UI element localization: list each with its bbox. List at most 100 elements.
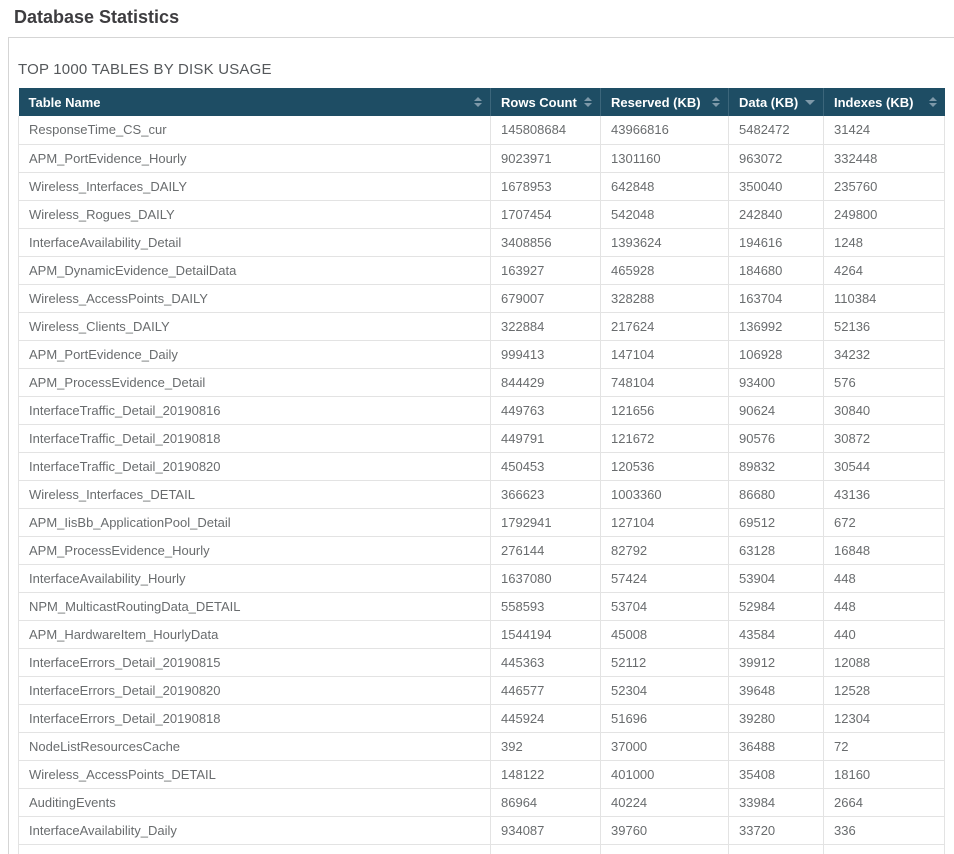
cell-value: 90624 xyxy=(728,396,824,425)
cell-value: 69512 xyxy=(728,508,824,537)
cell-value: 242840 xyxy=(728,200,824,229)
cell-value: 328288 xyxy=(600,284,729,313)
table-row: Wireless_Rogues_DAILY 1707454 542048 242840… xyxy=(18,200,945,229)
cell-empty xyxy=(823,844,945,854)
cell-value: 445924 xyxy=(490,704,601,733)
cell-value: 39648 xyxy=(728,676,824,705)
cell-value: 52112 xyxy=(600,648,729,677)
cell-value: 148122 xyxy=(490,760,601,789)
cell-value: 93400 xyxy=(728,368,824,397)
cell-value: 336 xyxy=(823,816,945,845)
cell-value: 999413 xyxy=(490,340,601,369)
table-row: Wireless_AccessPoints_DETAIL 148122 401000… xyxy=(18,760,945,789)
cell-value: 39912 xyxy=(728,648,824,677)
cell-value: 1003360 xyxy=(600,480,729,509)
cell-table-name: ResponseTime_CS_cur xyxy=(18,116,491,145)
cell-value: 332448 xyxy=(823,144,945,173)
table-row: Wireless_Clients_DAILY 322884 217624 136992… xyxy=(18,312,945,341)
column-header-table-name[interactable]: Table Name xyxy=(18,88,491,116)
cell-value: 642848 xyxy=(600,172,729,201)
cell-value: 53904 xyxy=(728,564,824,593)
cell-value: 449791 xyxy=(490,424,601,453)
table-row: NPM_MulticastRoutingData_DETAIL 558593 537… xyxy=(18,592,945,621)
cell-value: 36488 xyxy=(728,732,824,761)
cell-value: 120536 xyxy=(600,452,729,481)
column-header-rows-count[interactable]: Rows Count xyxy=(490,88,601,116)
table-body: ResponseTime_CS_cur 145808684 43966816 5482… xyxy=(18,116,945,854)
cell-value: 1248 xyxy=(823,228,945,257)
cell-value: 16848 xyxy=(823,536,945,565)
cell-value: 53704 xyxy=(600,592,729,621)
cell-value: 163927 xyxy=(490,256,601,285)
table-row: Wireless_AccessPoints_DAILY 679007 328288 1… xyxy=(18,284,945,313)
cell-empty xyxy=(490,844,601,854)
cell-value: 448 xyxy=(823,592,945,621)
table-row: APM_PortEvidence_Daily 999413 147104 106928… xyxy=(18,340,945,369)
cell-value: 106928 xyxy=(728,340,824,369)
column-header-data-kb[interactable]: Data (KB) xyxy=(728,88,824,116)
cell-value: 1707454 xyxy=(490,200,601,229)
sort-both-icon[interactable] xyxy=(584,97,592,107)
cell-value: 52304 xyxy=(600,676,729,705)
cell-value: 12528 xyxy=(823,676,945,705)
table-row: APM_HardwareItem_HourlyData 1544194 45008 4… xyxy=(18,620,945,649)
cell-value: 322884 xyxy=(490,312,601,341)
cell-table-name: Wireless_Rogues_DAILY xyxy=(18,200,491,229)
cell-table-name: InterfaceAvailability_Detail xyxy=(18,228,491,257)
table-row: Wireless_Interfaces_DETAIL 366623 1003360 8… xyxy=(18,480,945,509)
table-row: AuditingEvents 86964 40224 33984 2664 xyxy=(18,788,945,817)
page-title: Database Statistics xyxy=(14,7,180,27)
cell-value: 40224 xyxy=(600,788,729,817)
table-row: InterfaceTraffic_Detail_20190816 449763 12… xyxy=(18,396,945,425)
cell-value: 35408 xyxy=(728,760,824,789)
cell-value: 72 xyxy=(823,732,945,761)
top-tables-by-disk-usage-table: Table Name Rows Count Reserved (KB) xyxy=(18,88,945,854)
cell-table-name: Wireless_AccessPoints_DETAIL xyxy=(18,760,491,789)
cell-value: 440 xyxy=(823,620,945,649)
cell-value: 121672 xyxy=(600,424,729,453)
cell-value: 1637080 xyxy=(490,564,601,593)
cell-table-name: APM_ProcessEvidence_Hourly xyxy=(18,536,491,565)
cell-value: 82792 xyxy=(600,536,729,565)
cell-table-name: APM_PortEvidence_Daily xyxy=(18,340,491,369)
table-row: ResponseTime_CS_cur 145808684 43966816 5482… xyxy=(18,116,945,145)
cell-value: 18160 xyxy=(823,760,945,789)
cell-value: 1544194 xyxy=(490,620,601,649)
statistics-panel: TOP 1000 TABLES BY DISK USAGE Table Name… xyxy=(8,37,954,854)
cell-table-name: InterfaceAvailability_Daily xyxy=(18,816,491,845)
table-row: NodeListResourcesCache 392 37000 36488 72 xyxy=(18,732,945,761)
table-row: InterfaceAvailability_Daily 934087 39760 33… xyxy=(18,816,945,845)
sort-descending-icon[interactable] xyxy=(805,99,815,105)
table-subtitle: TOP 1000 TABLES BY DISK USAGE xyxy=(18,61,272,78)
sort-both-icon[interactable] xyxy=(712,97,720,107)
table-row: InterfaceAvailability_Detail 3408856 13936… xyxy=(18,228,945,257)
cell-value: 448 xyxy=(823,564,945,593)
cell-value: 30872 xyxy=(823,424,945,453)
column-label: Rows Count xyxy=(501,94,577,110)
cell-table-name: Wireless_AccessPoints_DAILY xyxy=(18,284,491,313)
cell-table-name: APM_IisBb_ApplicationPool_Detail xyxy=(18,508,491,537)
cell-table-name: APM_ProcessEvidence_Detail xyxy=(18,368,491,397)
cell-value: 4264 xyxy=(823,256,945,285)
table-row: APM_ProcessEvidence_Detail 844429 748104 93… xyxy=(18,368,945,397)
cell-value: 127104 xyxy=(600,508,729,537)
cell-value: 57424 xyxy=(600,564,729,593)
cell-value: 392 xyxy=(490,732,601,761)
cell-value: 558593 xyxy=(490,592,601,621)
cell-value: 52136 xyxy=(823,312,945,341)
cell-table-name: InterfaceAvailability_Hourly xyxy=(18,564,491,593)
sort-both-icon[interactable] xyxy=(474,97,482,107)
cell-value: 89832 xyxy=(728,452,824,481)
cell-table-name: InterfaceTraffic_Detail_20190816 xyxy=(18,396,491,425)
cell-value: 33984 xyxy=(728,788,824,817)
column-label: Table Name xyxy=(28,94,101,110)
column-header-reserved-kb[interactable]: Reserved (KB) xyxy=(600,88,729,116)
cell-value: 194616 xyxy=(728,228,824,257)
table-row: APM_DynamicEvidence_DetailData 163927 4659… xyxy=(18,256,945,285)
column-label: Data (KB) xyxy=(739,94,799,110)
sort-both-icon[interactable] xyxy=(928,97,937,107)
cell-value: 1301160 xyxy=(600,144,729,173)
cell-empty xyxy=(18,844,491,854)
cell-table-name: InterfaceTraffic_Detail_20190818 xyxy=(18,424,491,453)
column-header-indexes-kb[interactable]: Indexes (KB) xyxy=(823,88,945,116)
